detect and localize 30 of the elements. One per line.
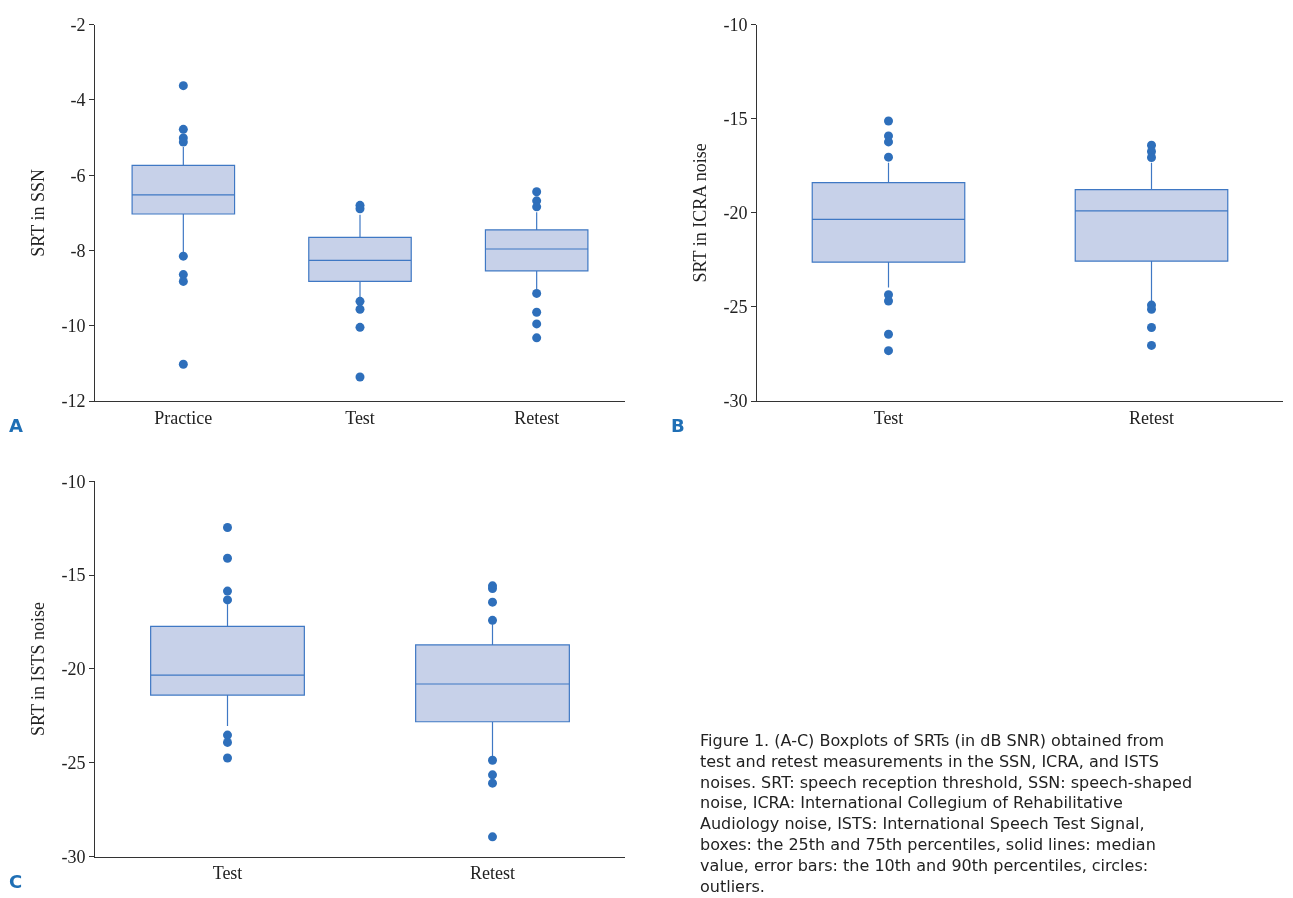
y-tick-label: -4 <box>70 90 86 111</box>
y-tick-label: -2 <box>70 14 86 35</box>
x-tick-label: Test <box>345 407 375 428</box>
y-tick-label: -10 <box>61 316 86 337</box>
y-tick-label: -15 <box>723 109 748 130</box>
y-tick-label: -15 <box>61 565 86 586</box>
y-tick-label: -20 <box>61 659 86 680</box>
y-axis-title: SRT in ICRA noise <box>689 143 710 283</box>
x-tick-label: Retest <box>1129 407 1174 428</box>
y-axis-title: SRT in SSN <box>27 169 48 257</box>
y-tick-label: -8 <box>70 240 86 261</box>
y-tick-label: -10 <box>61 471 86 492</box>
y-tick-label: -6 <box>70 165 86 186</box>
y-tick-label: -20 <box>723 203 748 224</box>
caption: Figure 1. (A-C) Boxplots of SRTs (in dB SNR) obtained from test and retest measurements in the SSN, ICRA, and ISTS noises. SRT: speech reception threshold, SSN: speech-shaped noise, ICRA: International Collegium of Rehabilitative Audiology noise, ISTS: International Speech Test Signal, boxes: the 25th and 75th percentiles, solid lines: median value, error bars: the 10th and 90th percentiles, circles: outliers. <box>700 731 1193 896</box>
text: A <box>9 415 23 436</box>
y-axis-title: SRT in ISTS noise <box>27 601 48 737</box>
y-tick-label: -25 <box>61 753 86 774</box>
text: C <box>9 871 23 892</box>
x-tick-label: Practice <box>154 407 213 428</box>
y-tick-label: -30 <box>61 847 86 868</box>
y-tick-label: -10 <box>723 14 748 35</box>
x-tick-label: Test <box>212 863 243 884</box>
x-tick-label: Test <box>873 407 904 428</box>
x-tick-label: Retest <box>470 863 515 884</box>
y-tick-label: -12 <box>61 391 86 412</box>
y-tick-label: -25 <box>723 297 748 318</box>
text: B <box>671 415 685 436</box>
y-tick-label: -30 <box>723 391 748 412</box>
x-tick-label: Retest <box>514 407 560 428</box>
